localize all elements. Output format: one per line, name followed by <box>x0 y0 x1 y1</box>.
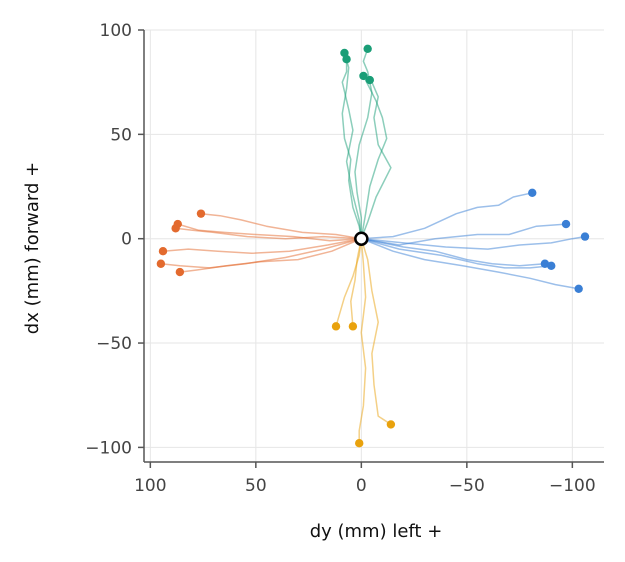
y-axis-label: dx (mm) forward + <box>22 162 43 334</box>
trajectory-line <box>361 237 552 269</box>
trajectory-line <box>360 238 392 426</box>
endpoint-marker <box>574 284 583 293</box>
endpoint-marker <box>331 322 341 331</box>
x-tick-label: −50 <box>449 476 485 496</box>
trajectory-line <box>354 48 373 239</box>
endpoint-marker <box>171 224 180 233</box>
x-axis-label: dy (mm) left + <box>310 521 443 542</box>
x-tick-label: −100 <box>549 476 596 496</box>
trajectory-line <box>350 238 363 327</box>
endpoint-marker <box>561 219 571 229</box>
y-tick-label: 0 <box>121 230 132 250</box>
trajectory-line <box>361 192 533 240</box>
trajectory-line <box>361 238 579 290</box>
trajectory-line <box>200 212 362 240</box>
trajectory-line <box>175 227 362 240</box>
endpoint-marker <box>196 209 206 218</box>
endpoint-marker <box>348 322 358 331</box>
y-tick-label: 100 <box>100 21 132 41</box>
y-tick-label: −50 <box>96 334 132 354</box>
y-tick-label: −100 <box>85 438 132 458</box>
x-tick-label: 100 <box>134 476 166 496</box>
origin-marker <box>354 231 369 246</box>
endpoint-marker <box>158 247 168 256</box>
x-tick-label: 0 <box>356 476 367 496</box>
endpoint-marker <box>528 188 537 197</box>
endpoint-marker <box>386 420 396 429</box>
endpoint-marker <box>365 75 374 85</box>
endpoint-marker <box>156 259 166 268</box>
trajectory-line <box>361 223 567 246</box>
endpoint-marker <box>355 439 364 448</box>
endpoint-marker <box>359 71 368 81</box>
series-layer <box>156 44 590 448</box>
endpoint-marker <box>540 259 550 268</box>
trajectory-line <box>361 235 586 250</box>
endpoint-marker <box>580 232 590 241</box>
x-tick-label: 50 <box>245 476 267 496</box>
trajectory-line <box>162 237 362 255</box>
series-0 <box>340 44 392 239</box>
axes: 100 50 0 −50 −100 −100 −50 0 50 100 <box>85 21 604 496</box>
endpoint-marker <box>363 44 372 53</box>
trajectory-line <box>361 237 545 267</box>
trajectory-line <box>335 238 363 327</box>
trajectory-line <box>341 52 363 239</box>
y-tick-label: 50 <box>110 125 132 145</box>
series-3 <box>331 238 396 448</box>
grid <box>144 29 604 462</box>
trajectory-line <box>360 75 388 239</box>
endpoint-marker <box>342 55 351 64</box>
trajectory-line <box>179 238 362 273</box>
endpoint-marker <box>175 267 185 277</box>
series-1 <box>361 188 590 293</box>
endpoint-marker <box>547 261 556 271</box>
series-2 <box>156 209 362 277</box>
trajectory-line <box>341 59 363 239</box>
trajectory-line <box>360 79 392 239</box>
trajectory-line <box>358 238 367 444</box>
